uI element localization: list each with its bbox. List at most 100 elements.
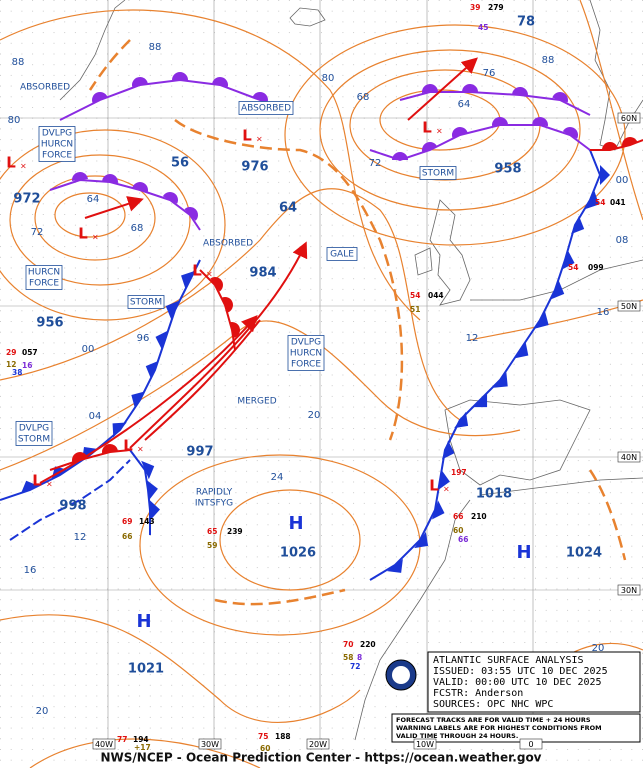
isobar-label: 12 bbox=[74, 532, 87, 543]
longitude-label: 10W bbox=[416, 740, 434, 749]
system-label: DVLPG bbox=[19, 424, 49, 434]
latitude-box bbox=[617, 451, 641, 463]
station-value: 38 bbox=[12, 368, 22, 377]
pressure-label: 997 bbox=[186, 445, 213, 460]
system-label: ABSORBED bbox=[203, 239, 253, 249]
station-value: 143 bbox=[139, 517, 155, 526]
isobar-label: 20 bbox=[36, 706, 49, 717]
longitude-box bbox=[92, 738, 116, 750]
system-label: STORM bbox=[130, 298, 162, 308]
station-value: 12 bbox=[6, 360, 16, 369]
latitude-label: 40N bbox=[621, 453, 637, 462]
station-value: 197 bbox=[451, 468, 467, 477]
system-label-box bbox=[25, 265, 63, 290]
system-label: STORM bbox=[18, 435, 50, 445]
station-value: 279 bbox=[488, 3, 504, 12]
pressure-label: 1021 bbox=[128, 662, 164, 677]
system-label: GALE bbox=[330, 250, 354, 260]
system-label-box bbox=[127, 295, 165, 309]
station-value: 58 bbox=[343, 653, 353, 662]
longitude-label: 0 bbox=[528, 740, 533, 749]
isobar-label: 08 bbox=[616, 235, 629, 246]
longitude-label: 40W bbox=[95, 740, 113, 749]
pressure-label: 56 bbox=[171, 156, 189, 171]
low-center: L bbox=[78, 225, 88, 243]
low-center: L bbox=[192, 262, 202, 280]
station-value: 72 bbox=[350, 662, 360, 671]
low-center: L bbox=[6, 154, 16, 172]
station-value: 54 bbox=[410, 291, 420, 300]
system-label-box bbox=[419, 166, 457, 180]
station-value: 29 bbox=[6, 348, 16, 357]
station-value: 194 bbox=[133, 735, 149, 744]
isobar-label: 68 bbox=[131, 223, 144, 234]
system-label: HURCN bbox=[28, 268, 60, 278]
low-x: × bbox=[436, 127, 443, 136]
low-center: L bbox=[242, 127, 252, 145]
longitude-box bbox=[413, 738, 437, 750]
pressure-label: 976 bbox=[241, 160, 268, 175]
system-label: DVLPG bbox=[42, 129, 72, 139]
station-value: 69 bbox=[122, 517, 132, 526]
isobar-label: 64 bbox=[87, 194, 100, 205]
station-value: 057 bbox=[22, 348, 38, 357]
isobar-label: 80 bbox=[322, 73, 335, 84]
station-value: 65 bbox=[207, 527, 217, 536]
pressure-label: 78 bbox=[517, 15, 535, 30]
system-label-box bbox=[238, 101, 294, 115]
pressure-label: 956 bbox=[36, 316, 63, 331]
system-label: FORCE bbox=[42, 151, 72, 161]
info-sources: SOURCES: OPC NHC WPC bbox=[433, 699, 553, 710]
isobar-label: 04 bbox=[89, 411, 102, 422]
longitude-label: 20W bbox=[309, 740, 327, 749]
station-value: 220 bbox=[360, 640, 376, 649]
station-value: 54 bbox=[568, 263, 578, 272]
station-value: 59 bbox=[207, 541, 217, 550]
system-label-box bbox=[287, 335, 325, 371]
system-label: ABSORBED bbox=[241, 104, 291, 114]
isobar-label: 12 bbox=[466, 333, 479, 344]
pressure-label: 64 bbox=[279, 201, 297, 216]
pressure-label: 1026 bbox=[280, 546, 316, 561]
notice-line: VALID TIME THROUGH 24 HOURS. bbox=[396, 732, 518, 740]
info-forecaster: FCSTR: Anderson bbox=[433, 688, 523, 699]
station-value: 210 bbox=[471, 512, 487, 521]
station-value: 188 bbox=[275, 732, 291, 741]
low-x: × bbox=[46, 480, 53, 489]
latitude-box bbox=[617, 300, 641, 312]
system-label-box bbox=[15, 421, 53, 446]
system-label-box bbox=[38, 126, 76, 162]
low-center: L bbox=[32, 472, 42, 490]
longitude-box bbox=[519, 738, 543, 750]
isobar-label: 20 bbox=[592, 643, 605, 654]
high-center: H bbox=[136, 611, 151, 632]
low-x: × bbox=[443, 485, 450, 494]
system-label: HURCN bbox=[41, 140, 73, 150]
notice-box bbox=[391, 713, 641, 743]
isobar-label: 80 bbox=[8, 115, 21, 126]
low-center: L bbox=[123, 437, 133, 455]
isobar-label: 20 bbox=[308, 410, 321, 421]
footer: NWS/NCEP - Ocean Prediction Center - htt… bbox=[100, 751, 541, 765]
station-value: 60 bbox=[260, 744, 270, 753]
station-value: 77 bbox=[117, 735, 127, 744]
pressure-label: 958 bbox=[494, 162, 521, 177]
system-label: HURCN bbox=[290, 349, 322, 359]
latitude-box bbox=[617, 584, 641, 596]
longitude-box bbox=[198, 738, 222, 750]
low-x: × bbox=[137, 445, 144, 454]
info-valid: VALID: 00:00 UTC 10 DEC 2025 bbox=[433, 677, 602, 688]
noaa-logo bbox=[385, 659, 417, 691]
info-title: ATLANTIC SURFACE ANALYSIS bbox=[433, 655, 584, 666]
station-value: 60 bbox=[453, 526, 463, 535]
high-center: H bbox=[288, 513, 303, 534]
pressure-label: 1024 bbox=[566, 546, 602, 561]
low-center: L bbox=[429, 477, 439, 495]
station-value: 66 bbox=[122, 532, 132, 541]
isobar-label: 96 bbox=[137, 333, 150, 344]
system-label: INTSFYG bbox=[195, 499, 233, 509]
pressure-label: 984 bbox=[249, 266, 276, 281]
station-value: 66 bbox=[458, 535, 468, 544]
isobar-label: 16 bbox=[597, 307, 610, 318]
system-label: ABSORBED bbox=[20, 83, 70, 93]
